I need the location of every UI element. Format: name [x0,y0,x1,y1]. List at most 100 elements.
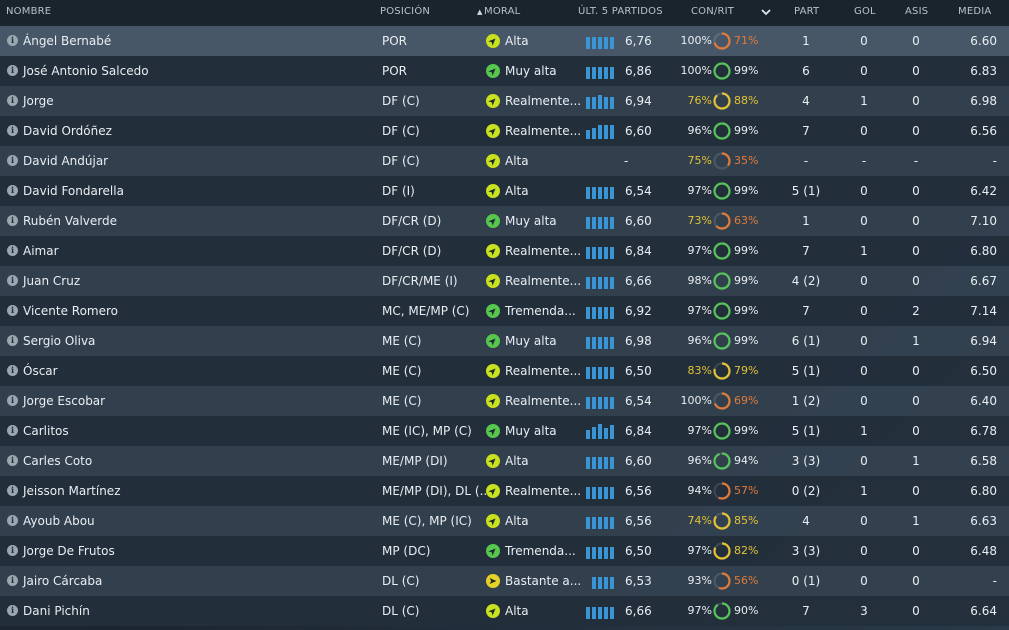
col-header-posicion[interactable]: POSICIÓN [380,6,431,17]
player-name[interactable]: Jorge De Frutos [23,544,115,558]
info-icon[interactable]: i [7,335,18,346]
appearances: 1 [802,34,810,48]
info-icon[interactable]: i [7,65,18,76]
player-name[interactable]: Dani Pichín [23,604,90,618]
info-icon[interactable]: i [7,35,18,46]
info-icon[interactable]: i [7,605,18,616]
table-row[interactable]: i Jeisson Martínez ME/MP (DI), DL (... Real… [0,476,1009,506]
player-name[interactable]: Jairo Cárcaba [23,574,103,588]
info-icon[interactable]: i [7,275,18,286]
col-header-gol[interactable]: GOL [854,6,876,17]
assists: 0 [912,274,920,288]
assists: 0 [912,364,920,378]
form-bars [586,125,618,139]
info-icon[interactable]: i [7,95,18,106]
info-icon[interactable]: i [7,545,18,556]
match-fitness-ring-icon [713,512,731,530]
table-row[interactable]: i Óscar ME (C) Realmente... 6,50 83% 79% 5 (1) 0… [0,356,1009,386]
form-bar [586,367,590,379]
info-icon[interactable]: i [7,425,18,436]
match-fitness-value: 85% [734,514,759,527]
average-rating: 6.63 [970,514,997,528]
table-row[interactable]: i Jorge Escobar ME (C) Realmente... 6,54 100%… [0,386,1009,416]
appearances: 1 [802,214,810,228]
form-bar [598,607,602,619]
table-row[interactable]: i Carles Coto ME/MP (DI) Alta 6,60 96% 94% 3 (3… [0,446,1009,476]
player-name[interactable]: Sergio Oliva [23,334,96,348]
info-icon[interactable]: i [7,455,18,466]
info-icon[interactable]: i [7,515,18,526]
info-icon[interactable]: i [7,395,18,406]
player-name[interactable]: Jorge Escobar [23,394,106,408]
condition-value: 97% [687,184,712,197]
col-header-moral[interactable]: MORAL [484,6,521,17]
player-name[interactable]: Carles Coto [23,454,93,468]
player-name[interactable]: Jeisson Martínez [23,484,121,498]
average-rating: 7.14 [970,304,997,318]
table-row[interactable]: i Vicente Romero MC, ME/MP (C) Tremenda... 6… [0,296,1009,326]
col-header-conrit[interactable]: CON/RIT [691,6,735,17]
player-name[interactable]: Ayoub Abou [23,514,95,528]
col-header-asis[interactable]: ASIS [905,6,929,17]
table-row[interactable]: i José Antonio Salcedo POR Muy alta 6,86 100%… [0,56,1009,86]
info-icon[interactable]: i [7,485,18,496]
table-row[interactable]: i David Ordóñez DF (C) Realmente... 6,60 96% 9… [0,116,1009,146]
table-row[interactable]: i Ángel Bernabé POR Alta 6,76 100% 71% 1 0 0 6.60 [0,26,1009,56]
player-morale: Muy alta [505,64,557,78]
col-header-nombre[interactable]: NOMBRE [6,6,52,17]
player-name[interactable]: David Andújar [23,154,109,168]
player-name[interactable]: Aimar [23,244,59,258]
goals: 0 [860,454,868,468]
chevron-down-icon[interactable] [760,0,774,26]
average-rating: 6.42 [970,184,997,198]
table-row[interactable]: i Ayoub Abou ME (C), MP (IC) Alta 6,56 74% 85%… [0,506,1009,536]
table-row[interactable]: i Rubén Valverde DF/CR (D) Muy alta 6,60 73% 6… [0,206,1009,236]
table-row[interactable]: i Juan Cruz DF/CR/ME (I) Realmente... 6,66 98… [0,266,1009,296]
form-bars [586,36,618,49]
table-row[interactable]: i Jorge DF (C) Realmente... 6,94 76% 88% 4 1 0 6.9… [0,86,1009,116]
player-name[interactable]: Rubén Valverde [23,214,117,228]
player-morale: Realmente... [505,484,582,498]
match-fitness-value: 35% [734,154,759,167]
form-bar [592,517,596,529]
player-name[interactable]: Carlitos [23,424,69,438]
info-icon[interactable]: i [7,575,18,586]
table-row[interactable]: i Aimar DF/CR (D) Realmente... 6,84 97% 99% 7 1 0… [0,236,1009,266]
col-header-part[interactable]: PART [794,6,820,17]
info-icon[interactable]: i [7,155,18,166]
player-name[interactable]: José Antonio Salcedo [23,64,149,78]
table-row[interactable]: i Jairo Cárcaba DL (C) Bastante a... 6,53 93%… [0,566,1009,596]
table-row[interactable]: i Carlitos ME (IC), MP (C) Muy alta 6,84 97% 9… [0,416,1009,446]
player-name[interactable]: Juan Cruz [23,274,81,288]
info-icon[interactable]: i [7,305,18,316]
col-header-ult5[interactable]: ÚLT. 5 PARTIDOS [578,6,663,17]
match-fitness-value: 79% [734,364,759,377]
info-icon[interactable]: i [7,245,18,256]
form-bar [598,487,602,499]
table-row[interactable]: i David Andújar DF (C) Alta - 75% 35% - - - - [0,146,1009,176]
player-name[interactable]: David Fondarella [23,184,124,198]
assists: 1 [912,514,920,528]
player-name[interactable]: David Ordóñez [23,124,112,138]
player-name[interactable]: Óscar [23,364,58,378]
condition-value: 73% [687,214,712,227]
condition-value: 75% [687,154,712,167]
info-icon[interactable]: i [7,185,18,196]
match-fitness-ring-icon [713,392,731,410]
table-row[interactable]: i David Fondarella DF (I) Alta 6,54 97% 99% 5 (… [0,176,1009,206]
col-header-media[interactable]: MEDIA [958,6,992,17]
info-icon[interactable]: i [7,365,18,376]
form-bar [604,577,608,589]
form-bar [586,67,590,79]
table-row[interactable]: i Dani Pichín DL (C) Alta 6,66 97% 90% 7 3 0 6.64 [0,596,1009,626]
player-name[interactable]: Jorge [23,94,54,108]
table-row[interactable]: i Jorge De Frutos MP (DC) Tremenda... 6,50 97… [0,536,1009,566]
table-row[interactable]: i Sergio Oliva ME (C) Muy alta 6,98 96% 99% 6 (… [0,326,1009,356]
player-name[interactable]: Vicente Romero [23,304,118,318]
form-bars [586,216,618,229]
info-icon[interactable]: i [7,125,18,136]
info-icon[interactable]: i [7,215,18,226]
form-bar [604,517,608,529]
player-position: DL (C) [382,604,420,618]
player-name[interactable]: Ángel Bernabé [23,34,112,48]
